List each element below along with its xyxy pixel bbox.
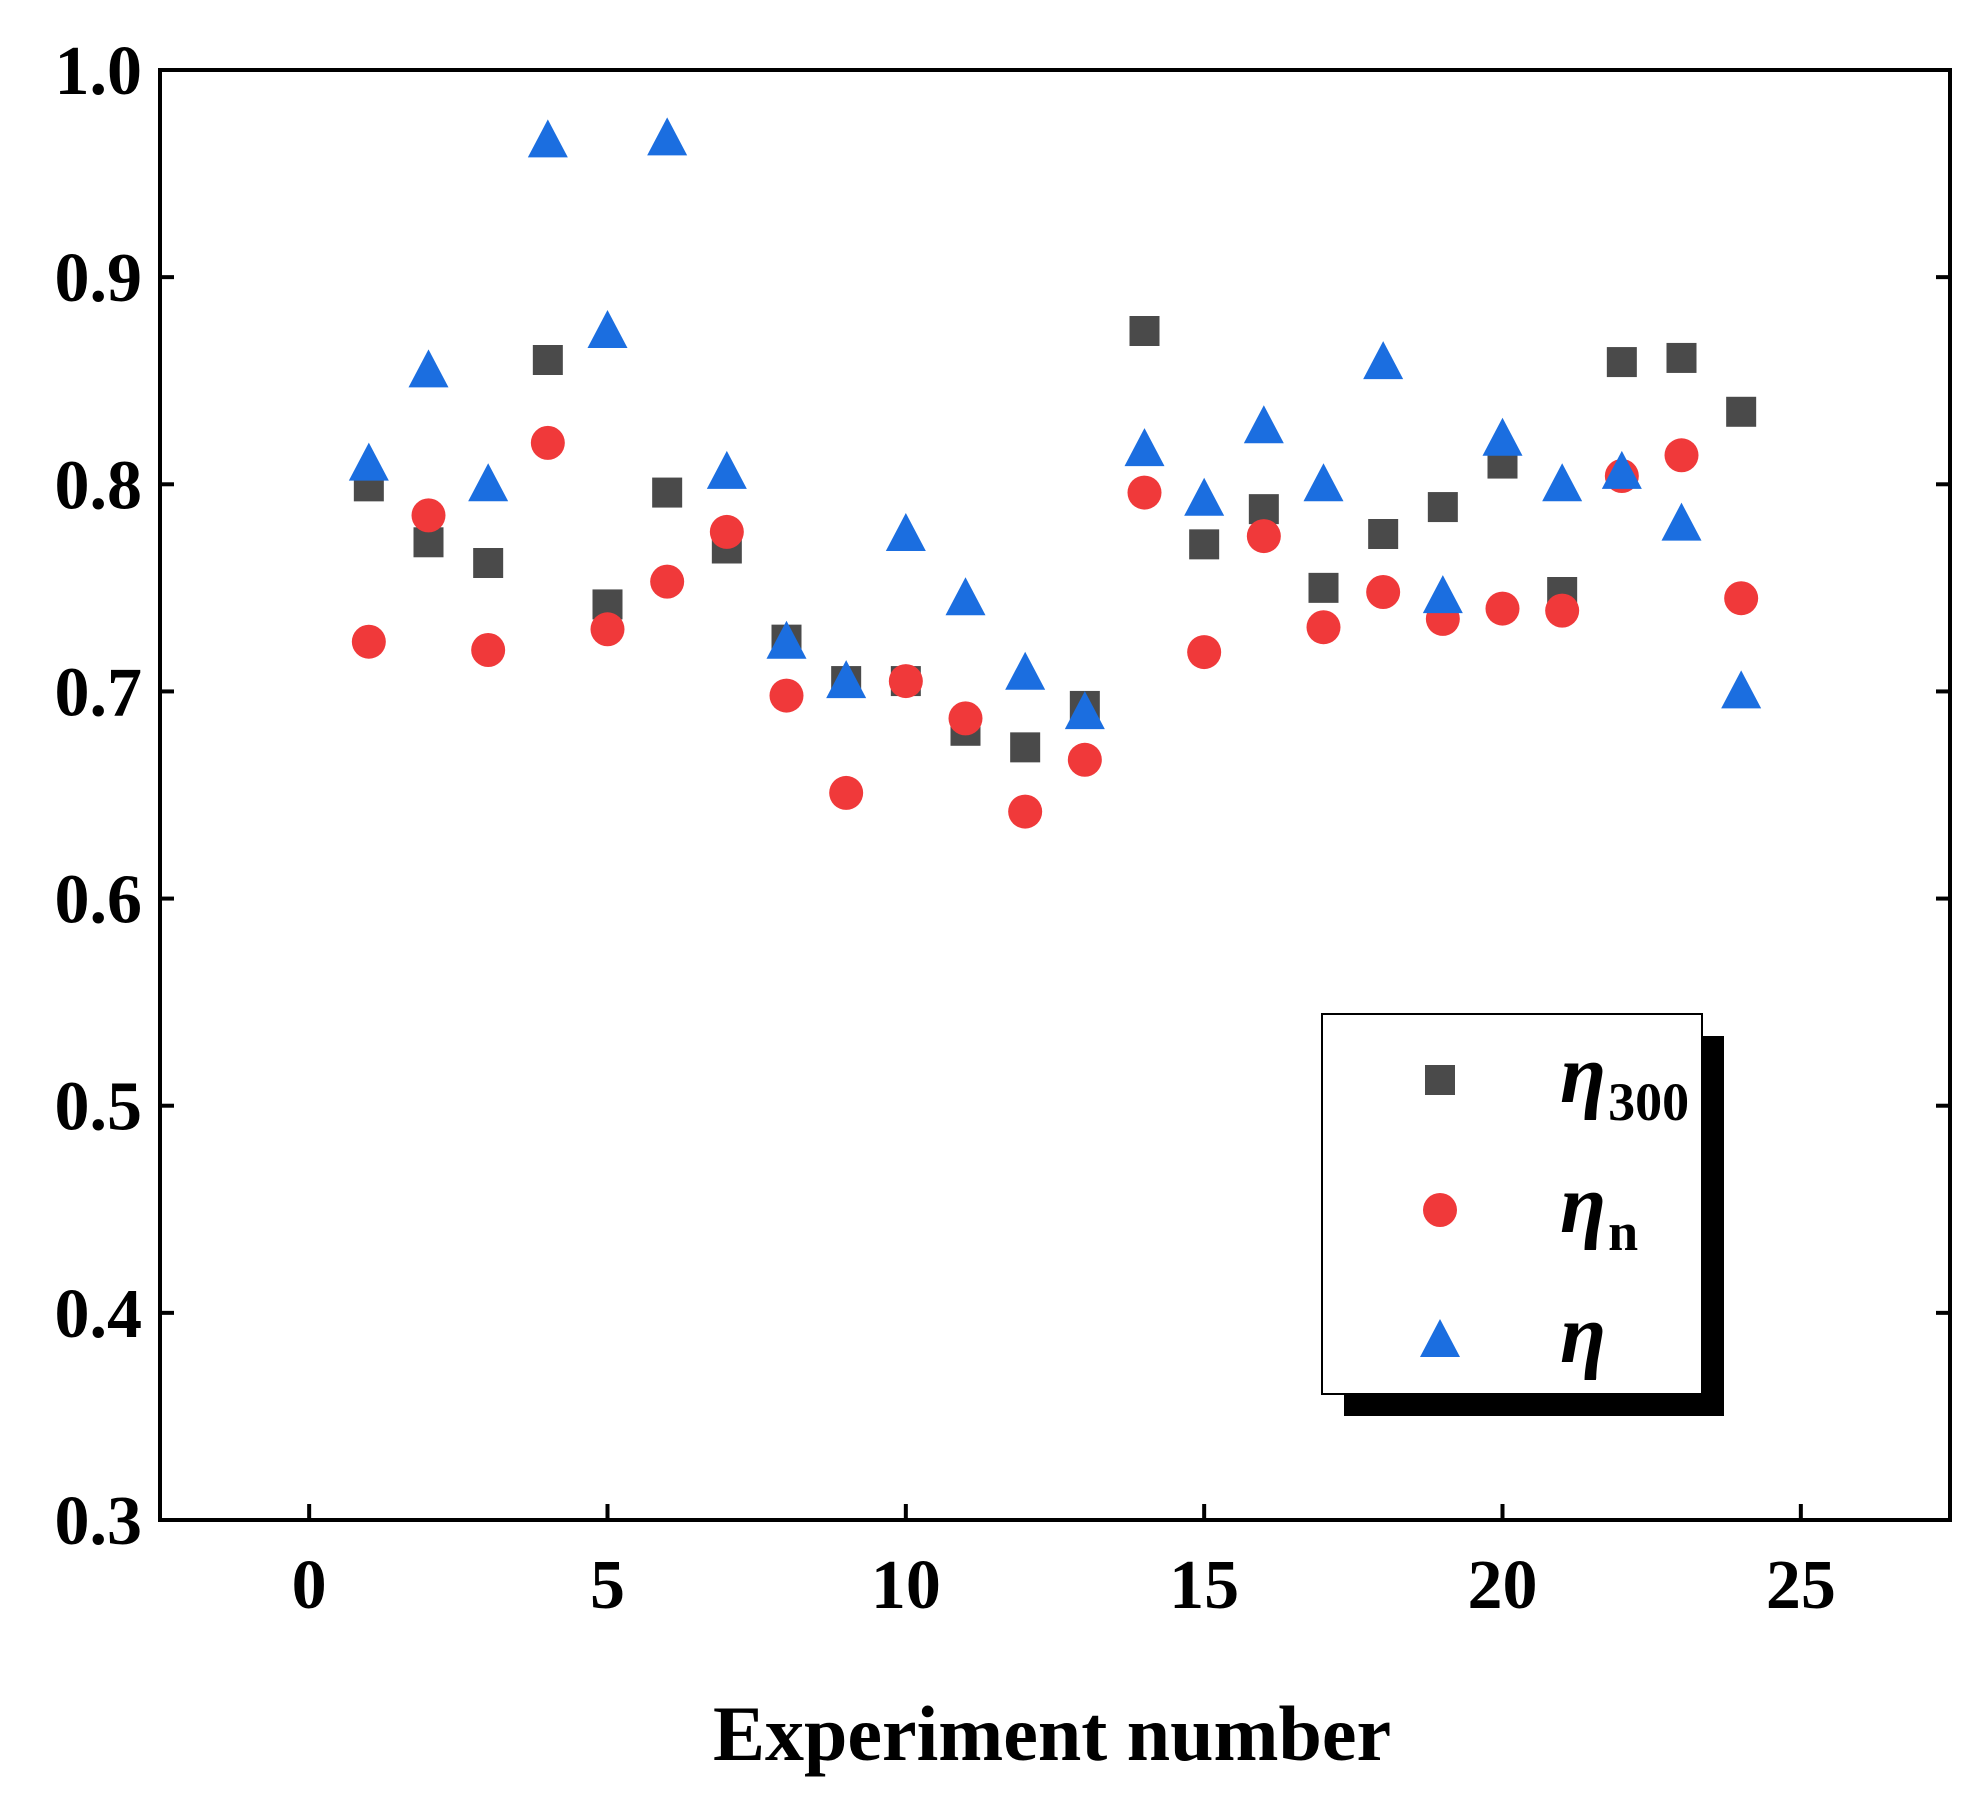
point-square	[1010, 732, 1041, 763]
point-square	[1368, 519, 1399, 549]
y-tick-label: 0.4	[55, 1276, 143, 1353]
point-circle	[1306, 610, 1341, 645]
x-tick-label: 0	[292, 1547, 327, 1624]
y-tick-label: 0.5	[55, 1069, 143, 1146]
legend-symbol: η	[1560, 1288, 1606, 1381]
point-triangle	[527, 119, 568, 158]
x-tick-label: 20	[1468, 1547, 1538, 1624]
point-triangle	[1422, 575, 1463, 614]
point-triangle	[1124, 428, 1165, 467]
point-square	[1129, 316, 1160, 346]
series-circle	[351, 425, 1759, 829]
point-circle	[1366, 575, 1401, 609]
point-square	[473, 548, 504, 578]
point-triangle	[1601, 450, 1642, 489]
point-circle	[1008, 794, 1043, 829]
point-square	[1189, 529, 1220, 560]
point-square	[1606, 347, 1637, 378]
legend-symbol: η	[1560, 1158, 1606, 1251]
point-triangle	[1482, 417, 1523, 456]
point-circle	[351, 624, 386, 659]
point-triangle	[1184, 477, 1225, 516]
legend-box	[1321, 1013, 1703, 1395]
point-triangle	[587, 310, 628, 348]
point-triangle	[408, 349, 449, 388]
point-square	[1427, 492, 1458, 523]
plot-frame	[158, 68, 1952, 1522]
x-tick-label: 15	[1169, 1547, 1239, 1624]
point-triangle	[1721, 670, 1762, 709]
series-square	[353, 316, 1757, 763]
point-circle	[948, 701, 983, 736]
y-tick-label: 1.0	[55, 33, 143, 110]
legend-label-circle: ηn	[1560, 1158, 1638, 1262]
ticks-layer: 0.3 0.4 0.5 0.6 0.7 0.8 0.9 1.0 0 5 10 15 20 25	[55, 33, 1950, 1624]
x-tick-label: 5	[590, 1547, 625, 1624]
y-tick-label: 0.9	[55, 240, 143, 317]
point-circle	[888, 664, 923, 699]
point-square	[1726, 396, 1757, 427]
point-circle	[1545, 593, 1580, 628]
legend-symbol: η	[1560, 1028, 1606, 1121]
point-square	[652, 477, 683, 508]
point-circle	[411, 498, 446, 533]
legend-subscript: 300	[1608, 1072, 1689, 1132]
point-square	[532, 345, 563, 375]
point-circle	[1187, 635, 1222, 670]
point-triangle	[885, 513, 926, 551]
x-axis-label: Experiment number	[713, 1690, 1391, 1777]
data-points	[348, 117, 1762, 829]
point-triangle	[1064, 691, 1105, 730]
point-triangle	[945, 577, 986, 616]
point-circle	[709, 514, 744, 549]
point-circle	[1067, 742, 1102, 777]
point-circle	[1664, 438, 1699, 473]
x-tick-label: 25	[1766, 1547, 1836, 1624]
point-triangle	[766, 620, 807, 659]
legend-marker-square	[1425, 1065, 1455, 1095]
legend-marker-triangle	[1420, 1319, 1460, 1357]
point-triangle	[706, 450, 747, 489]
point-triangle	[1542, 463, 1583, 502]
legend-label-triangle: η	[1560, 1288, 1606, 1381]
point-circle	[1246, 519, 1281, 554]
legend-label-square: η300	[1560, 1028, 1689, 1132]
point-triangle	[1363, 341, 1404, 380]
point-circle	[829, 775, 864, 810]
point-circle	[1127, 475, 1162, 510]
point-triangle	[1303, 463, 1344, 502]
point-circle	[650, 564, 685, 599]
point-triangle	[1661, 502, 1702, 541]
point-circle	[1724, 581, 1759, 616]
point-triangle	[1005, 651, 1046, 690]
point-triangle	[348, 442, 389, 481]
y-tick-label: 0.7	[55, 654, 143, 731]
point-circle	[471, 633, 506, 667]
y-tick-label: 0.8	[55, 447, 143, 524]
x-tick-label: 10	[871, 1547, 941, 1624]
point-triangle	[468, 463, 509, 502]
point-circle	[769, 678, 804, 713]
series-triangle	[348, 117, 1762, 730]
point-triangle	[1243, 405, 1284, 444]
legend-subscript: n	[1608, 1202, 1638, 1262]
point-square	[1308, 572, 1339, 603]
point-square	[1666, 342, 1697, 373]
point-circle	[590, 612, 625, 647]
y-tick-label: 0.3	[55, 1483, 143, 1560]
y-tick-label: 0.6	[55, 862, 143, 939]
point-circle	[530, 425, 565, 460]
point-triangle	[647, 117, 688, 156]
legend-marker-circle	[1423, 1193, 1457, 1227]
point-circle	[1485, 591, 1520, 626]
point-triangle	[826, 660, 867, 699]
